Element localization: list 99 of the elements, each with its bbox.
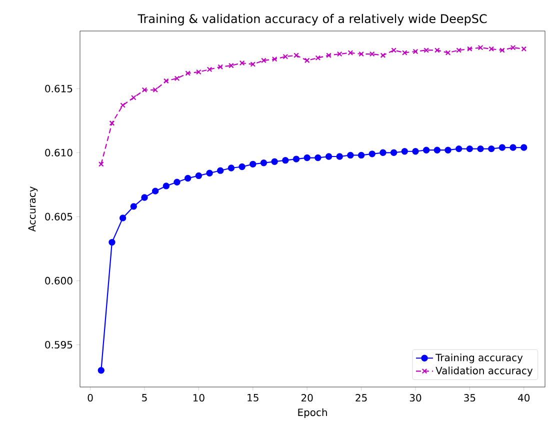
point bbox=[261, 58, 266, 64]
point bbox=[444, 146, 452, 154]
point bbox=[174, 178, 180, 186]
point bbox=[130, 203, 138, 210]
point bbox=[228, 164, 235, 172]
x-tick-label: 0 bbox=[88, 394, 93, 402]
point bbox=[282, 156, 289, 164]
point bbox=[218, 64, 224, 70]
point bbox=[325, 153, 332, 160]
point bbox=[228, 62, 234, 68]
point bbox=[422, 146, 430, 154]
legend-label: Validation accuracy bbox=[436, 366, 533, 376]
x-tick-label: 20 bbox=[301, 394, 313, 402]
point bbox=[304, 58, 310, 64]
point bbox=[412, 148, 419, 155]
point bbox=[348, 50, 354, 56]
y-tick-label: 0.610 bbox=[45, 148, 72, 156]
point bbox=[380, 52, 386, 58]
point bbox=[412, 48, 418, 54]
x-tick-label: 5 bbox=[142, 394, 147, 402]
point bbox=[336, 51, 342, 57]
point bbox=[488, 46, 494, 52]
point bbox=[445, 50, 451, 56]
point bbox=[250, 62, 256, 67]
y-tick-label: 0.595 bbox=[45, 340, 72, 349]
point bbox=[466, 145, 474, 152]
point bbox=[314, 154, 322, 162]
point bbox=[260, 160, 268, 166]
point bbox=[455, 145, 462, 152]
point bbox=[434, 146, 441, 154]
point bbox=[380, 149, 386, 156]
x-tick-label: 40 bbox=[518, 394, 530, 402]
point bbox=[141, 194, 148, 201]
point bbox=[108, 238, 116, 246]
point bbox=[488, 145, 495, 152]
point bbox=[521, 46, 527, 52]
point bbox=[196, 69, 202, 75]
point bbox=[391, 48, 396, 53]
point bbox=[119, 214, 126, 222]
point bbox=[195, 172, 202, 180]
point bbox=[520, 144, 528, 151]
point bbox=[174, 76, 180, 82]
x-tick-label: 35 bbox=[464, 394, 476, 402]
point bbox=[477, 145, 484, 152]
point bbox=[152, 87, 158, 93]
y-tick-label: 0.605 bbox=[45, 212, 72, 220]
point bbox=[239, 60, 245, 66]
point bbox=[120, 102, 126, 108]
x-tick-label: 15 bbox=[248, 394, 258, 402]
chart-title: Training & validation accuracy of a relatively wide DeepSC bbox=[138, 14, 487, 26]
point bbox=[238, 163, 246, 170]
point bbox=[478, 44, 484, 50]
point bbox=[164, 78, 169, 84]
point bbox=[185, 70, 191, 76]
point bbox=[347, 152, 354, 159]
point bbox=[424, 48, 429, 53]
point bbox=[336, 153, 343, 160]
x-axis-title: Epoch bbox=[298, 408, 327, 418]
point bbox=[467, 46, 472, 52]
point bbox=[315, 55, 321, 61]
point bbox=[402, 50, 408, 56]
point bbox=[206, 170, 213, 176]
legend-label: Training accuracy bbox=[436, 354, 523, 364]
point bbox=[500, 48, 505, 53]
point bbox=[390, 149, 398, 156]
point bbox=[98, 162, 104, 167]
point bbox=[282, 54, 288, 60]
point bbox=[184, 174, 192, 182]
point bbox=[109, 120, 115, 126]
point bbox=[498, 144, 506, 151]
point bbox=[510, 144, 516, 151]
point bbox=[401, 148, 408, 155]
y-axis-title: Accuracy bbox=[28, 186, 38, 232]
point bbox=[206, 66, 212, 72]
point bbox=[368, 150, 376, 158]
point bbox=[98, 367, 104, 374]
point bbox=[304, 154, 310, 162]
point bbox=[162, 182, 170, 190]
point bbox=[358, 51, 364, 57]
point bbox=[456, 48, 462, 53]
y-tick-label: 0.600 bbox=[45, 276, 72, 284]
y-tick-label: 0.615 bbox=[45, 84, 72, 92]
point bbox=[272, 56, 278, 62]
x-tick-label: 10 bbox=[193, 394, 204, 402]
point bbox=[142, 87, 148, 93]
point bbox=[130, 94, 136, 100]
point bbox=[326, 52, 332, 58]
point bbox=[292, 156, 300, 162]
point bbox=[152, 188, 159, 194]
point bbox=[510, 44, 516, 50]
point bbox=[358, 152, 365, 159]
point bbox=[434, 48, 440, 53]
point bbox=[369, 51, 375, 57]
point bbox=[271, 158, 278, 165]
point bbox=[250, 160, 256, 168]
point bbox=[217, 167, 224, 174]
point bbox=[294, 52, 299, 58]
x-tick-label: 30 bbox=[410, 394, 422, 402]
x-tick-label: 25 bbox=[356, 394, 367, 402]
